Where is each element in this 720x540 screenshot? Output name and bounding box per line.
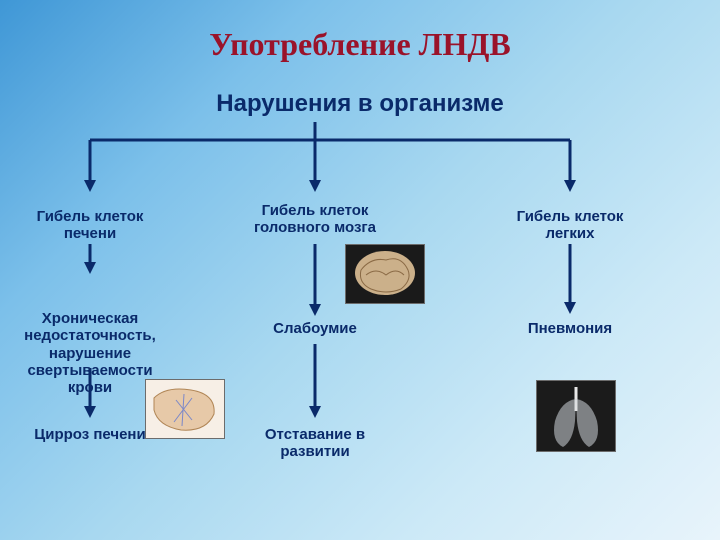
label-liver-top: Гибель клеток печени <box>30 208 150 243</box>
label-lung-top: Гибель клеток легких <box>505 208 635 243</box>
label-liver-bot: Цирроз печени <box>20 426 160 443</box>
subtitle: Нарушения в организме <box>0 90 720 118</box>
label-lung-mid: Пневмония <box>510 320 630 337</box>
label-brain-mid: Слабоумие <box>255 320 375 337</box>
label-brain-top: Гибель клеток головного мозга <box>240 202 390 237</box>
brain-image <box>345 244 425 304</box>
lung-image <box>536 380 616 452</box>
liver-image <box>145 379 225 439</box>
label-brain-bot: Отставание в развитии <box>240 426 390 461</box>
page-title: Употребление ЛНДВ <box>0 26 720 63</box>
